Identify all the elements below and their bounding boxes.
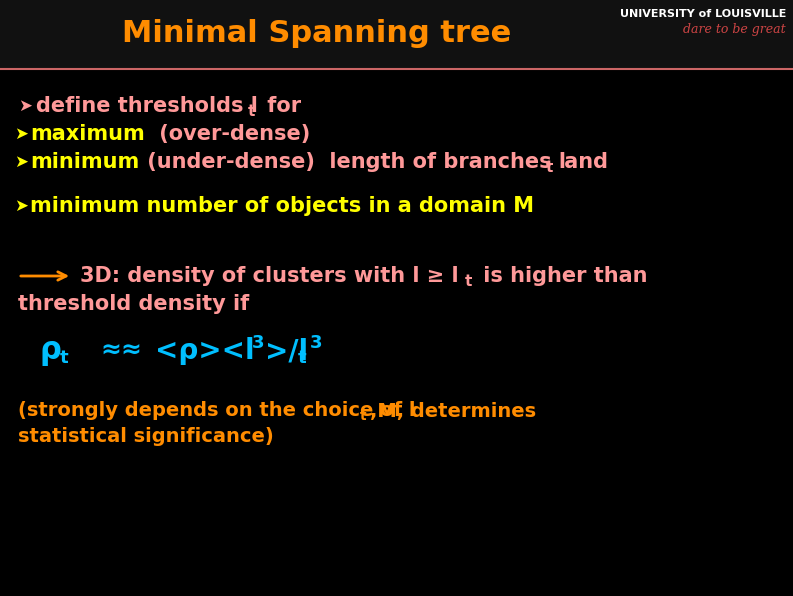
Text: ,M, determines: ,M, determines [370,402,536,421]
Text: t: t [546,160,554,175]
Text: maximum: maximum [30,124,145,144]
Bar [0,0,793,68]
Text: minimum: minimum [30,152,140,172]
Text: statistical significance): statistical significance) [18,427,274,445]
Text: minimum number of objects in a domain M: minimum number of objects in a domain M [30,196,534,216]
Text: ➤: ➤ [14,125,28,143]
Text: 3: 3 [310,334,323,352]
Text: ≈≈: ≈≈ [100,339,142,363]
Text: ➤: ➤ [14,197,28,215]
Text: (under-dense)  length of branches l: (under-dense) length of branches l [140,152,566,172]
Text: <ρ><l: <ρ><l [155,337,255,365]
Text: for: for [260,96,301,116]
Text: (strongly depends on the choice of l: (strongly depends on the choice of l [18,402,416,421]
Text: dare to be great: dare to be great [684,23,786,36]
Text: 3D: density of clusters with l ≥ l: 3D: density of clusters with l ≥ l [80,266,458,286]
Text: (over-dense): (over-dense) [152,124,310,144]
Text: is higher than: is higher than [476,266,648,286]
Text: >/l: >/l [265,337,308,365]
Text: t: t [360,409,366,423]
Text: Minimal Spanning tree: Minimal Spanning tree [122,18,511,48]
Text: and: and [557,152,608,172]
Text: t: t [465,275,473,290]
Text: threshold density if: threshold density if [18,294,249,314]
Text: t: t [298,349,307,367]
Text: t: t [60,349,69,367]
Text: define thresholds l: define thresholds l [36,96,258,116]
Text: ➤: ➤ [18,97,32,115]
Text: ρ: ρ [40,337,62,365]
Text: 3: 3 [252,334,265,352]
Text: UNIVERSITY of LOUISVILLE: UNIVERSITY of LOUISVILLE [619,9,786,19]
Text: t: t [248,104,255,120]
Text: ➤: ➤ [14,153,28,171]
